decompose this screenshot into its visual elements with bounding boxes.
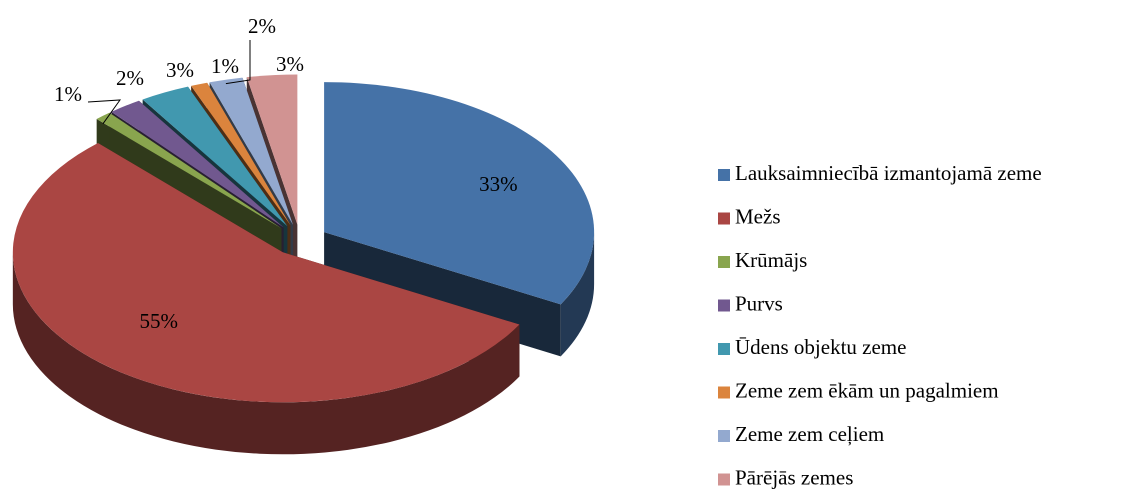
data-label: 1%	[54, 82, 82, 106]
legend-swatch	[718, 430, 730, 442]
data-label: 3%	[276, 52, 304, 76]
data-label: 2%	[248, 14, 276, 38]
leader-line	[225, 40, 251, 85]
data-label: 1%	[211, 54, 239, 78]
legend-label: Zeme zem ēkām un pagalmiem	[735, 378, 999, 402]
legend-label: Lauksaimniecībā izmantojamā zeme	[735, 161, 1042, 185]
slice	[142, 86, 288, 227]
data-label: 55%	[139, 309, 178, 333]
data-label: 3%	[166, 58, 194, 82]
data-label: 33%	[479, 172, 518, 196]
slice	[111, 100, 284, 228]
legend-swatch	[718, 169, 730, 181]
slice	[209, 77, 294, 225]
legend-label: Krūmājs	[735, 248, 807, 272]
slice	[246, 74, 298, 225]
slice-wall	[12, 252, 520, 455]
legend-label: Ūdens objektu zeme	[735, 335, 906, 359]
legend-swatch	[718, 473, 730, 486]
legend-swatch	[718, 343, 730, 355]
legend-label: Purvs	[735, 291, 783, 315]
slice	[191, 82, 291, 226]
legend-swatch	[718, 386, 730, 399]
leader-line	[87, 99, 122, 125]
legend-swatch	[718, 212, 730, 225]
legend-label: Zeme zem ceļiem	[735, 422, 884, 446]
legend-label: Mežs	[735, 204, 781, 228]
legend-label: Pārējās zemes	[735, 465, 853, 489]
legend-swatch	[718, 256, 730, 268]
data-label: 2%	[116, 66, 144, 90]
slice	[12, 142, 520, 403]
slice-wall	[560, 232, 595, 357]
slice	[96, 112, 282, 229]
legend-swatch	[718, 299, 730, 312]
slice	[324, 82, 595, 305]
